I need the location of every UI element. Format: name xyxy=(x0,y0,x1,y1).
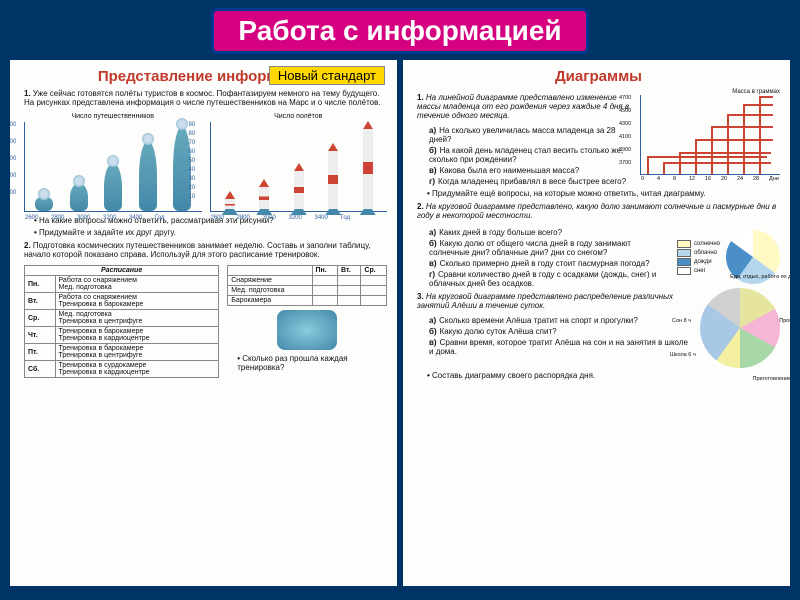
rocket-chart: 90807060504030201026002800300032003400Го… xyxy=(210,122,388,212)
task-num: 1. xyxy=(417,93,424,102)
charts-row: Число путешественников 50004000300020001… xyxy=(24,113,387,212)
bullet: Придумайте и задайте их друг другу. xyxy=(34,228,387,237)
weather-legend: солнечнооблачнодождиснег xyxy=(677,239,720,276)
schedule-table: РасписаниеПн.Работа со снаряжением Мед. … xyxy=(24,265,219,378)
sub-a: а)Каких дней в году больше всего? xyxy=(429,228,671,237)
task-text: На круговой диаграмме представлено, каку… xyxy=(417,202,776,220)
header: Работа с информацией xyxy=(0,0,800,60)
task2-text: а)Каких дней в году больше всего? б)Каку… xyxy=(417,226,671,288)
sub-a: а)На сколько увеличилась масса младенца … xyxy=(429,126,630,144)
bullet: Сколько раз прошла каждая тренировка? xyxy=(237,354,387,372)
task-num: 2. xyxy=(24,241,31,250)
task-text: На линейной диаграмме представлено измен… xyxy=(417,93,629,120)
task1-area: 1. На линейной диаграмме представлено из… xyxy=(417,89,780,186)
pie-label: Приготовление уроков xyxy=(753,376,790,382)
left-task-1: 1. Уже сейчас готовятся полёты туристов … xyxy=(24,89,387,107)
task-num: 1. xyxy=(24,89,31,98)
sub-b: б)На какой день младенец стал весить сто… xyxy=(429,146,630,164)
sub-g: г)Когда младенец прибавлял в весе быстре… xyxy=(429,177,630,186)
pages-container: Представление информации Новый стандарт … xyxy=(0,60,800,596)
bullet: Составь диаграмму своего распорядка дня. xyxy=(427,371,780,380)
sub-b: б)Какую долю от общего числа дней в году… xyxy=(429,239,671,257)
task-num: 2. xyxy=(417,202,424,211)
page-title-badge: Работа с информацией xyxy=(211,8,588,54)
task3-area: 3. На круговой диаграмме представлено ра… xyxy=(417,288,780,368)
chart-title: Число полётов xyxy=(210,113,388,120)
task-text: На круговой диаграмме представлено распр… xyxy=(417,292,673,310)
day-pie: Еда, отдых, работа по дому 4 ч Сон 8 ч П… xyxy=(700,288,780,368)
right-page-title: Диаграммы xyxy=(417,68,780,85)
right-task-2: 2. На круговой диаграмме представлено, к… xyxy=(417,202,780,220)
pie-label: Прогулки, спорт xyxy=(779,318,790,324)
sub-v: в)Какова была его наименьшая масса? xyxy=(429,166,630,175)
task1-text: 1. На линейной диаграмме представлено из… xyxy=(417,89,630,186)
pie-label: Еда, отдых, работа по дому 4 ч xyxy=(730,274,790,280)
tables-row: РасписаниеПн.Работа со снаряжением Мед. … xyxy=(24,265,387,378)
fill-table: Пн.Вт.Ср.СнаряжениеМед. подготовкаБарока… xyxy=(227,265,387,306)
mass-chart-wrap: Масса в граммах 470045004300410039003700… xyxy=(636,89,780,175)
chart-travelers: Число путешественников 50004000300020001… xyxy=(24,113,202,212)
task3-text: 3. На круговой диаграмме представлено ра… xyxy=(417,288,694,356)
pie2-wrap: Еда, отдых, работа по дому 4 ч Сон 8 ч П… xyxy=(700,288,780,368)
left-task-2: 2. Подготовка космических путешественник… xyxy=(24,241,387,259)
sub-v: в)Сколько примерно дней в году стоит пас… xyxy=(429,259,671,268)
chart-flights: Число полётов 90807060504030201026002800… xyxy=(210,113,388,212)
bullet: Придумайте ещё вопросы, на которые можно… xyxy=(427,189,780,198)
left-page: Представление информации Новый стандарт … xyxy=(10,60,397,586)
pie-label: Школа 6 ч xyxy=(670,352,696,358)
sub-b: б)Какую долю суток Алёша спит? xyxy=(429,327,694,336)
sub-a: а)Сколько времени Алёша тратит на спорт … xyxy=(429,316,694,325)
task-text: Подготовка космических путешественников … xyxy=(24,241,371,259)
sub-g: г)Сравни количество дней в году с осадка… xyxy=(429,270,671,288)
task-num: 3. xyxy=(417,292,424,301)
pie-label: Сон 8 ч xyxy=(672,318,691,324)
task2-area: а)Каких дней в году больше всего? б)Каку… xyxy=(417,226,780,288)
sub-v: в)Сравни время, которое тратит Алёша на … xyxy=(429,338,694,356)
task-text: Уже сейчас готовятся полёты туристов в к… xyxy=(24,89,381,107)
fill-table-wrap: Пн.Вт.Ср.СнаряжениеМед. подготовкаБарока… xyxy=(227,265,387,378)
illustration xyxy=(277,310,337,350)
chart-title: Число путешественников xyxy=(24,113,202,120)
yellow-tag: Новый стандарт xyxy=(269,66,385,85)
astronaut-chart: 5000400030002000100026002800300032003400… xyxy=(24,122,202,212)
right-page: Диаграммы 1. На линейной диаграмме предс… xyxy=(403,60,790,586)
schedule-table-wrap: РасписаниеПн.Работа со снаряжением Мед. … xyxy=(24,265,219,378)
mass-bar-chart: 4700450043004100390037000481216202428Дни xyxy=(640,95,780,175)
